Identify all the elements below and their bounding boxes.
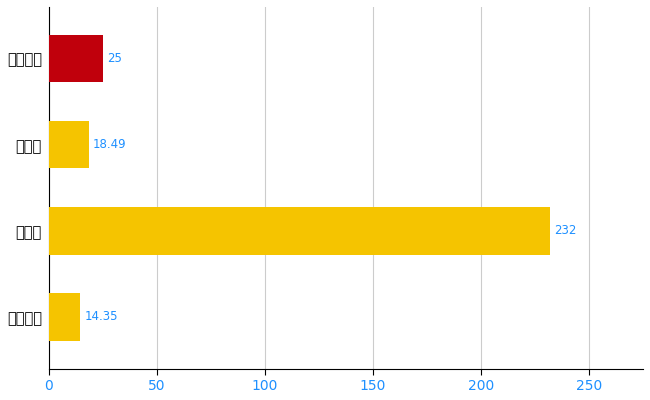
Bar bbox=[49, 207, 550, 254]
Bar bbox=[49, 293, 80, 341]
Bar bbox=[49, 35, 103, 82]
Text: 25: 25 bbox=[107, 52, 122, 65]
Text: 14.35: 14.35 bbox=[84, 310, 118, 324]
Bar bbox=[49, 121, 89, 168]
Text: 18.49: 18.49 bbox=[93, 138, 127, 151]
Text: 232: 232 bbox=[554, 224, 577, 237]
